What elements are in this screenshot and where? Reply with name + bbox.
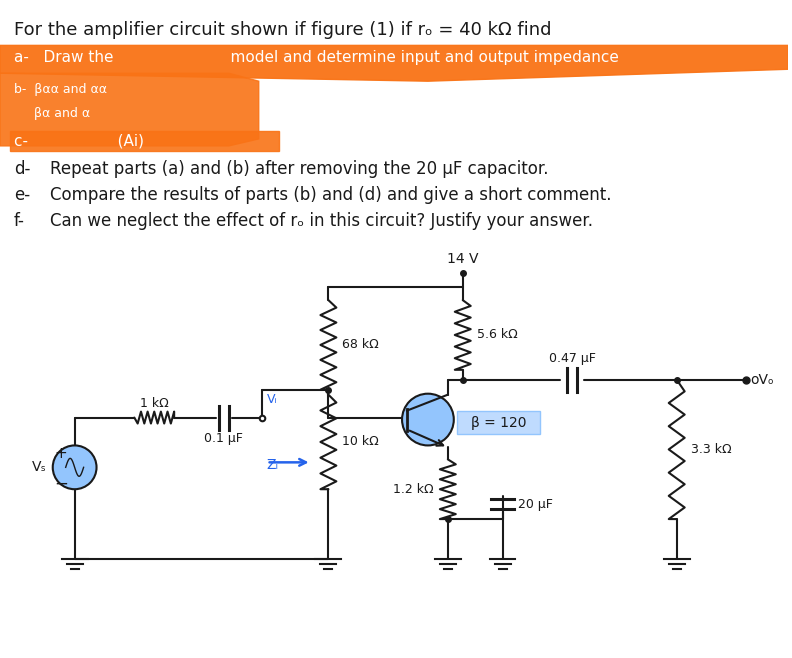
Text: oVₒ: oVₒ [750,372,774,387]
Text: f-: f- [14,211,25,230]
Circle shape [402,393,454,445]
Text: Zᵢ: Zᵢ [267,459,279,472]
Text: β = 120: β = 120 [470,416,527,430]
Text: d-: d- [14,160,30,178]
Text: c-            (Ai): c- (Ai) [14,134,144,149]
Text: Compare the results of parts (b) and (d) and give a short comment.: Compare the results of parts (b) and (d)… [50,186,611,204]
Text: 1.2 kΩ: 1.2 kΩ [394,483,434,495]
Text: e-: e- [14,186,30,204]
Text: a-   Draw the                        model and determine input and output impeda: a- Draw the model and determine input an… [14,50,619,65]
Text: For the amplifier circuit shown if figure (1) if rₒ = 40 kΩ find: For the amplifier circuit shown if figur… [14,22,551,39]
Text: b-  βαα and αα: b- βαα and αα [14,83,107,95]
Text: 20 μF: 20 μF [519,497,554,511]
Text: 0.47 μF: 0.47 μF [549,352,596,365]
Text: Can we neglect the effect of rₒ in this circuit? Justify your answer.: Can we neglect the effect of rₒ in this … [50,211,592,230]
Text: 0.1 μF: 0.1 μF [204,432,243,445]
Polygon shape [0,73,259,146]
Text: 3.3 kΩ: 3.3 kΩ [691,443,731,456]
Text: 1 kΩ: 1 kΩ [140,397,169,410]
Text: 68 kΩ: 68 kΩ [342,338,379,351]
Polygon shape [0,45,788,81]
FancyBboxPatch shape [457,411,540,434]
Text: −: − [54,474,67,492]
Text: βα and α: βα and α [14,107,90,120]
Text: 14 V: 14 V [447,252,478,266]
Polygon shape [10,131,279,151]
Text: Repeat parts (a) and (b) after removing the 20 μF capacitor.: Repeat parts (a) and (b) after removing … [50,160,548,178]
Text: 5.6 kΩ: 5.6 kΩ [477,328,517,342]
Text: +: + [55,446,67,461]
Text: Vᵢ: Vᵢ [267,393,277,405]
Text: 10 kΩ: 10 kΩ [342,436,379,449]
Text: Vₛ: Vₛ [32,461,47,474]
Circle shape [53,445,97,489]
